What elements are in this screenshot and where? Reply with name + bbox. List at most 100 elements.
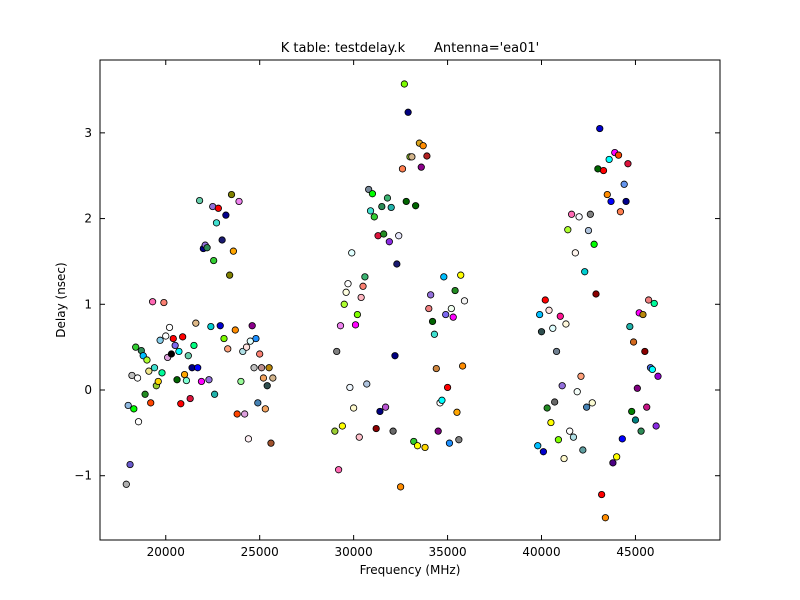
data-point [261,405,269,413]
data-point [425,304,433,313]
data-point [244,435,253,443]
x-tick-label: 25000 [241,545,279,559]
data-point [366,207,375,215]
data-point [351,321,360,329]
data-point [620,180,628,188]
data-point [348,249,356,257]
data-point [130,405,138,413]
data-point [592,290,600,298]
x-axis-ticks: 20000 25000 30000 35000 40000 45000 [147,60,655,559]
data-point [413,442,422,450]
data-point [537,328,546,336]
data-point [581,268,589,276]
data-point [639,310,647,319]
data-point [122,480,130,488]
y-tick-label: 1 [84,297,92,311]
plot-area [99,59,721,541]
data-point [455,436,463,444]
data-point [603,190,611,199]
y-tick-label: 0 [84,383,92,397]
data-point [363,380,371,388]
data-point [558,382,566,390]
data-point [459,362,467,370]
data-point [248,322,256,330]
data-point [132,343,140,351]
data-point [372,424,380,433]
data-point [607,197,615,206]
data-point [650,299,658,308]
data-point [428,317,437,326]
data-point [182,376,191,385]
data-point [631,416,640,424]
data-point [590,240,598,248]
data-point [383,194,392,202]
data-point [404,108,412,116]
data-point [573,388,581,396]
data-point [443,383,452,392]
data-point [211,390,219,398]
data-point [169,334,177,343]
data-point [423,152,431,160]
data-point [554,436,563,444]
data-point [385,238,393,246]
data-point [340,300,348,308]
data-point [567,210,576,218]
data-point [408,153,416,161]
data-point [149,298,157,306]
data-point [588,399,596,407]
data-point [179,333,187,341]
data-point [643,403,651,411]
data-point [257,364,266,372]
data-point [539,448,547,456]
data-point [417,163,425,171]
data-point [259,374,268,382]
data-point [637,427,645,435]
data-point [147,399,155,407]
data-point [229,247,237,255]
data-point [560,454,568,463]
data-point [629,338,638,346]
data-point [445,439,454,447]
data-point [242,343,251,351]
data-point [534,442,542,450]
data-point [194,364,202,372]
data-point [549,324,557,332]
data-point [357,293,365,302]
data-point [177,400,185,408]
data-point [609,459,617,467]
data-point [596,124,604,133]
data-point [180,370,189,379]
data-point [134,418,143,426]
data-point [622,197,630,206]
data-point [579,446,587,454]
data-point [583,403,591,411]
data-point [380,230,388,238]
data-point [263,382,271,390]
data-point [344,280,352,288]
data-point [598,490,606,499]
data-point [577,372,585,380]
data-point [412,202,420,210]
x-tick-label: 30000 [335,545,373,559]
data-point [192,319,200,327]
data-point [171,341,179,350]
data-point [545,306,553,314]
data-point [205,376,213,384]
data-point [427,291,435,299]
y-tick-label: 2 [84,212,92,226]
data-point [235,197,243,206]
data-point [222,211,230,219]
data-point [186,394,194,403]
data-point [378,202,386,211]
data-point [156,336,164,344]
data-point [216,322,224,330]
data-point [571,249,579,257]
data-point [333,347,341,356]
data-point [648,365,656,374]
data-point [387,203,395,212]
data-points [122,80,662,522]
data-point [614,151,623,159]
x-tick-label: 40000 [522,545,560,559]
y-axis-label: Delay (nsec) [54,262,68,337]
data-point [143,356,151,364]
